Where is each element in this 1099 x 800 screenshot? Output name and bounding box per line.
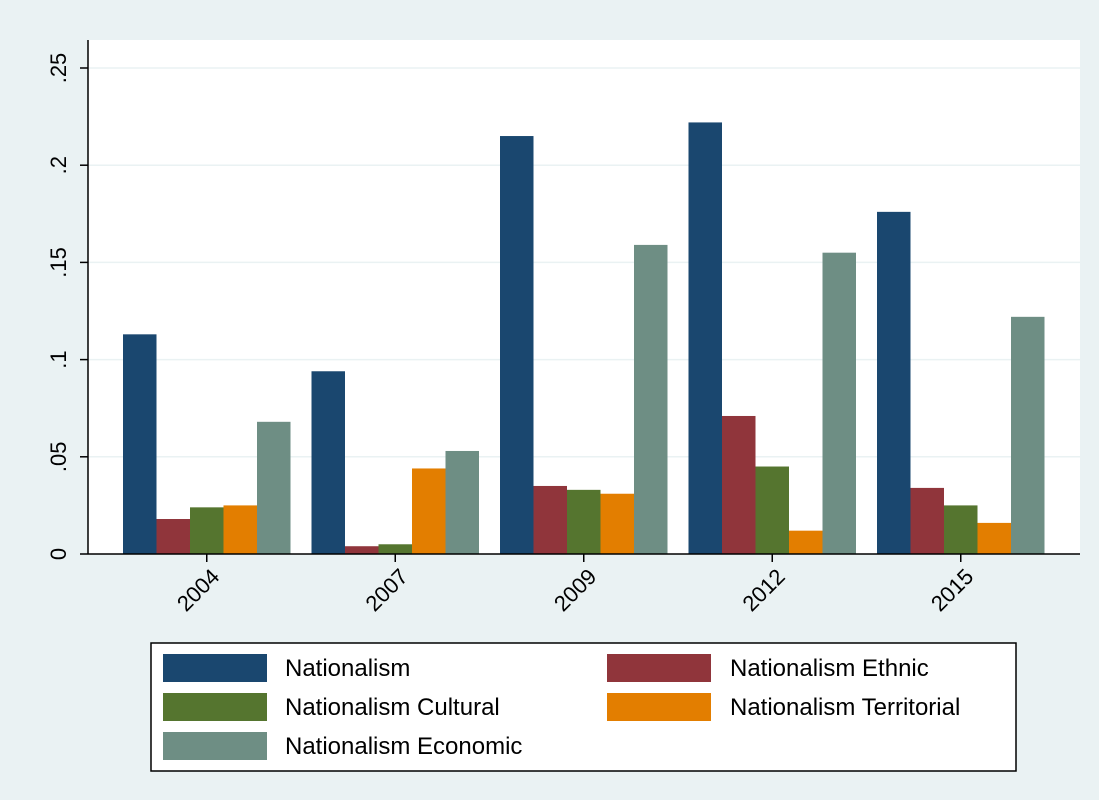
bar: [977, 522, 1011, 554]
bar: [533, 485, 567, 554]
bar: [123, 334, 157, 554]
bar: [500, 136, 534, 555]
bars: [123, 122, 1045, 555]
legend-box: [150, 642, 1017, 772]
y-tick-label: .25: [46, 53, 71, 84]
bar: [223, 505, 257, 554]
y-tick-label: 0: [46, 548, 71, 560]
legend-swatch: [607, 654, 711, 682]
legend-label: Nationalism Ethnic: [730, 655, 929, 682]
legend: Nationalism Nationalism Ethnic Nationalism…: [150, 642, 1017, 772]
bar: [445, 450, 479, 554]
bar: [944, 505, 978, 554]
bar: [877, 211, 911, 554]
bar: [257, 421, 291, 554]
bar: [345, 546, 379, 554]
plot-area: [88, 40, 1080, 554]
bar: [1011, 316, 1045, 554]
legend-swatch: [163, 732, 267, 760]
bar: [634, 244, 668, 555]
bar: [378, 544, 412, 554]
legend-swatch: [163, 693, 267, 721]
legend-label: Nationalism Cultural: [285, 694, 500, 721]
bar: [190, 507, 224, 554]
y-tick-label: .2: [46, 156, 71, 174]
bar: [567, 489, 601, 554]
y-tick-label: .1: [46, 350, 71, 368]
legend-label: Nationalism: [285, 655, 410, 682]
bar: [822, 252, 856, 554]
y-tick-label: .05: [46, 442, 71, 473]
bar: [688, 122, 722, 554]
bar: [722, 415, 756, 554]
bar: [156, 519, 190, 554]
bar: [600, 493, 634, 554]
legend-label: Nationalism Economic: [285, 733, 522, 760]
y-tick-label: .15: [46, 247, 71, 278]
bar: [412, 468, 446, 554]
bar: [311, 371, 345, 554]
bar: [789, 530, 823, 554]
gridlines: [88, 67, 1080, 458]
bar: [910, 487, 944, 554]
legend-swatch: [163, 654, 267, 682]
legend-label: Nationalism Territorial: [730, 694, 960, 721]
y-ticks: 0 .05 .1 .15 .2 .25: [46, 53, 88, 560]
legend-swatch: [607, 693, 711, 721]
bar: [755, 466, 789, 554]
